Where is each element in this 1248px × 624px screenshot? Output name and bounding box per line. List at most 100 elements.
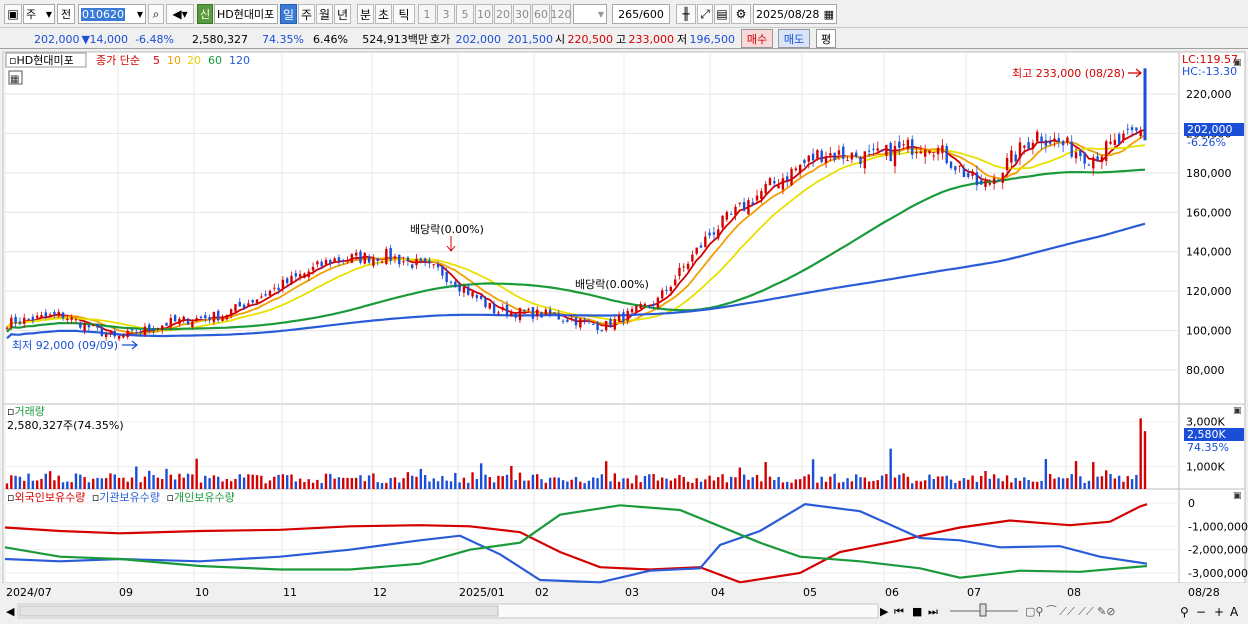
- code-input[interactable]: 010620 ▼: [78, 4, 146, 24]
- tab-second[interactable]: 초: [375, 4, 392, 24]
- candle-body: [1005, 157, 1009, 171]
- search-icon[interactable]: ⌕: [148, 4, 164, 24]
- volume-panel[interactable]: [2, 403, 1180, 490]
- candle-body: [872, 148, 875, 150]
- candle-body: [941, 145, 944, 154]
- chart-area[interactable]: 220,000200,000180,000160,000140,000120,0…: [0, 51, 1248, 621]
- volume-bar: [708, 475, 711, 489]
- candle-body: [876, 148, 879, 151]
- volume-bar: [406, 472, 410, 489]
- candle-body: [880, 149, 884, 152]
- speaker-icon[interactable]: ◀▾: [166, 4, 194, 24]
- interval-1[interactable]: 1: [418, 4, 436, 24]
- window-icon[interactable]: ▣: [4, 4, 22, 24]
- candle-body: [367, 256, 371, 263]
- candle-body: [441, 265, 444, 276]
- gear-icon[interactable]: ⚙: [731, 4, 751, 24]
- interval-30[interactable]: 30: [513, 4, 531, 24]
- line-tool-icon[interactable]: ⤢: [697, 4, 713, 24]
- interval-120[interactable]: 120: [551, 4, 572, 24]
- price-tick-label: 140,000: [1186, 246, 1232, 259]
- candle-body: [1066, 137, 1069, 143]
- tab-tick[interactable]: 틱: [393, 4, 415, 24]
- interval-5[interactable]: 5: [456, 4, 474, 24]
- candle-body: [104, 334, 108, 338]
- volume-bar: [204, 475, 207, 489]
- volume-bar: [630, 483, 634, 489]
- interval-select[interactable]: ▼: [573, 4, 607, 24]
- new-badge[interactable]: 신: [197, 4, 213, 24]
- auto-scale-icon[interactable]: A: [1230, 605, 1239, 619]
- zoom-out-icon[interactable]: −: [1196, 605, 1206, 619]
- price-close-icon[interactable]: ▣: [1233, 58, 1242, 68]
- candle-body: [100, 327, 104, 337]
- interval-3[interactable]: 3: [437, 4, 455, 24]
- scroll-left-icon[interactable]: ◀: [6, 605, 15, 618]
- scroll-thumb[interactable]: [19, 605, 499, 617]
- volume-bar: [704, 479, 707, 489]
- volume-bar: [307, 479, 310, 489]
- holding-close-icon[interactable]: ▣: [1233, 491, 1242, 501]
- zoom-slider-handle[interactable]: [979, 603, 987, 617]
- volume-bar: [350, 477, 354, 489]
- candle-body: [553, 312, 556, 315]
- zoom-in-icon[interactable]: +: [1214, 605, 1224, 619]
- volume-bar: [915, 480, 918, 489]
- volume-bar: [626, 478, 629, 489]
- interval-20[interactable]: 20: [494, 4, 512, 24]
- x-tick-label: 11: [283, 586, 297, 599]
- count-field[interactable]: 265/600: [612, 4, 670, 24]
- volume-bar: [212, 475, 216, 489]
- stop-icon[interactable]: ■: [912, 605, 922, 618]
- go-end-icon[interactable]: ⏭: [928, 605, 938, 618]
- kind-select[interactable]: 주 ▼: [23, 4, 55, 24]
- save-icon[interactable]: ▤: [714, 4, 730, 24]
- volume-bar: [673, 478, 677, 489]
- candle-body: [738, 202, 742, 204]
- price-panel[interactable]: [2, 51, 1180, 405]
- zoom-search-icon[interactable]: ⚲: [1180, 605, 1189, 619]
- candle-body: [643, 303, 647, 306]
- tool-icons[interactable]: ▢⚲ ⁀ ⟋⟋ ⟋⟋ ✎⊘: [1025, 605, 1116, 618]
- volume-value: 2,580,327: [192, 32, 248, 46]
- volume-bar: [1135, 474, 1138, 489]
- go-start-icon[interactable]: ⏮: [894, 605, 904, 618]
- table-icon[interactable]: [8, 70, 23, 85]
- avg-button[interactable]: 평: [816, 29, 836, 48]
- tab-month[interactable]: 월: [316, 4, 333, 24]
- sell-button[interactable]: 매도: [778, 29, 810, 48]
- volume-bar: [238, 474, 241, 489]
- volume-bar: [850, 481, 854, 489]
- candle-body: [1027, 141, 1030, 149]
- down-arrow-icon: ▼: [81, 32, 90, 46]
- tab-year[interactable]: 년: [334, 4, 351, 24]
- change-pct: -6.48%: [135, 32, 174, 46]
- candle-body: [984, 180, 987, 187]
- volume-bar: [428, 481, 431, 489]
- candle-body: [221, 316, 224, 322]
- tab-week[interactable]: 주: [298, 4, 315, 24]
- volume-bar: [1053, 478, 1056, 489]
- low-value: 196,500: [689, 32, 736, 46]
- prev-button[interactable]: 전: [57, 4, 75, 24]
- tab-day[interactable]: 일: [280, 4, 297, 24]
- candle-body: [1092, 157, 1095, 169]
- volume-close-icon[interactable]: ▣: [1233, 406, 1242, 416]
- svg-text:▫HD현대미포: ▫HD현대미포: [9, 54, 74, 67]
- date-field[interactable]: 2025/08/28 ▦: [753, 4, 837, 24]
- candle-body: [587, 320, 591, 322]
- candle-body: [630, 309, 634, 313]
- volume-bar: [255, 475, 259, 489]
- candle-body: [410, 264, 414, 268]
- tab-minute[interactable]: 분: [357, 4, 374, 24]
- legend-box-icon: ▫: [92, 491, 99, 504]
- scroll-right-icon[interactable]: ▶: [880, 605, 889, 618]
- volume-bar: [260, 475, 263, 489]
- buy-button[interactable]: 매수: [741, 29, 773, 48]
- candle-body: [850, 152, 854, 160]
- interval-60[interactable]: 60: [532, 4, 550, 24]
- interval-10[interactable]: 10: [475, 4, 493, 24]
- candle-body: [492, 303, 496, 314]
- candle-type-icon[interactable]: ╫: [676, 4, 696, 24]
- candle-body: [725, 212, 729, 220]
